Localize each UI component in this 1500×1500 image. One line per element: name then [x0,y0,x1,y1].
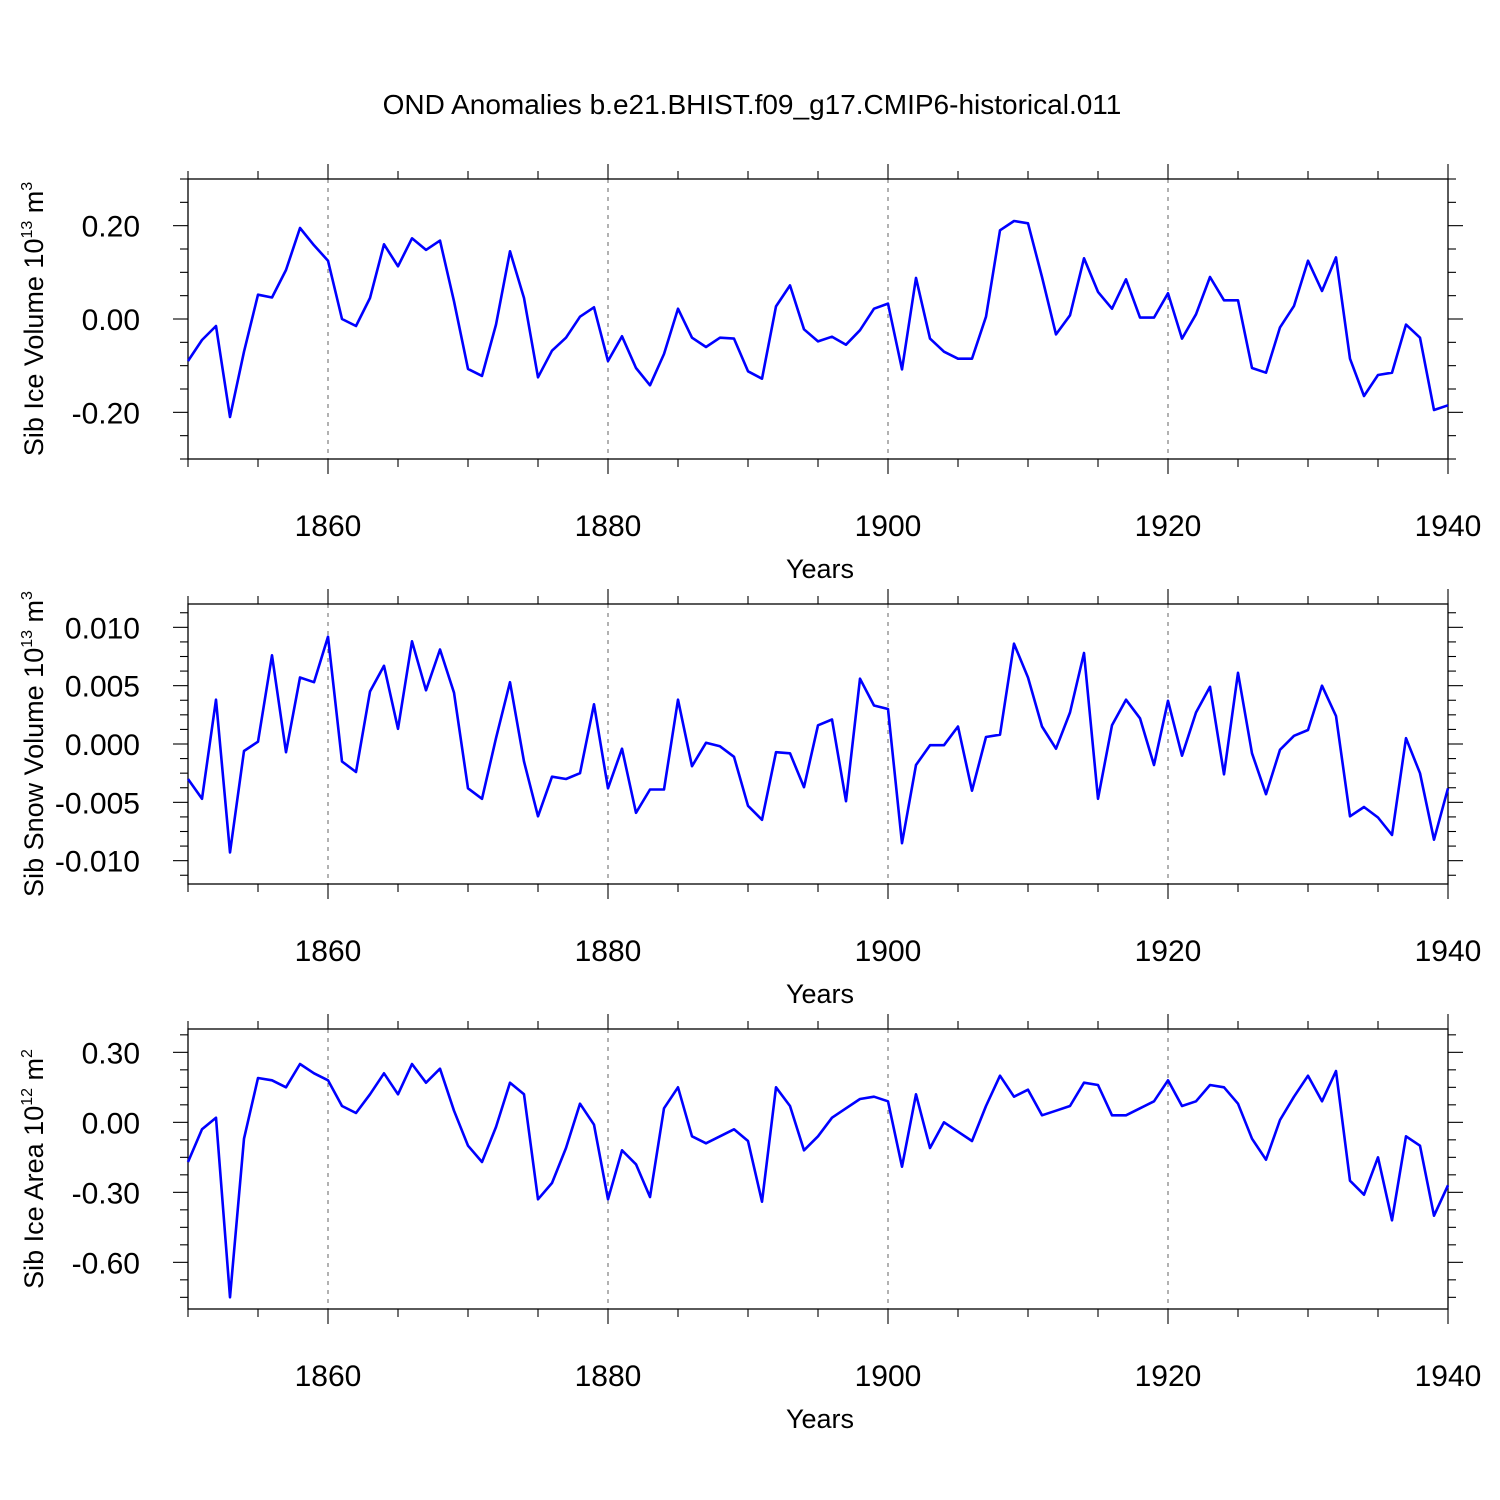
x-tick-label: 1900 [855,510,922,543]
chart-title: OND Anomalies b.e21.BHIST.f09_g17.CMIP6-… [383,89,1122,120]
series-line [186,635,1450,854]
x-tick-label: 1880 [575,510,642,543]
y-tick-label: -0.30 [72,1177,140,1210]
x-tick-label: 1860 [295,1360,362,1393]
panel-1: 0.20 0.00 -0.20 1860 1880 1900 1920 1940 Years Si… [19,164,1481,584]
y-axis-label-unit-exponent: 3 [19,591,36,600]
y-tick-label: 0.000 [65,729,140,762]
x-tick-label: 1940 [1415,935,1482,968]
y-axis-label: Sib Snow Volume 1013 m3 [19,591,49,897]
y-tick-label: -0.20 [72,397,140,430]
y-axis-label-exponent: 13 [19,221,36,239]
y-tick-label: -0.60 [72,1247,140,1280]
panels: 0.20 0.00 -0.20 1860 1880 1900 1920 1940 Years Si… [19,164,1481,1434]
plot-frame [187,178,1449,460]
y-axis-label-text: Sib Ice Area 10 [19,1106,49,1289]
y-tick-label: -0.005 [55,787,140,820]
y-axis-label: Sib Ice Volume 1013 m3 [19,182,49,456]
x-tick-label: 1880 [575,1360,642,1393]
plot-frame [187,1028,1449,1310]
panel-2: 0.010 0.005 0.000 -0.005 -0.010 1860 1880 1900 1… [19,589,1481,1009]
x-tick-label: 1940 [1415,510,1482,543]
x-tick-label: 1940 [1415,1360,1482,1393]
y-tick-label: 0.010 [65,612,140,645]
y-axis-label-exponent: 13 [19,630,36,648]
x-tick-label: 1900 [855,935,922,968]
y-axis-label-unit: m [19,1058,49,1088]
series-line [186,1062,1450,1299]
x-tick-label: 1860 [295,510,362,543]
x-tick-label: 1860 [295,935,362,968]
x-tick-label: 1900 [855,1360,922,1393]
y-tick-label: 0.20 [82,211,140,244]
y-axis-label-exponent: 12 [19,1088,36,1106]
y-tick-label: 0.00 [82,304,140,337]
panel-3: 0.30 0.00 -0.30 -0.60 1860 1880 1900 1920 1940 Ye… [19,1014,1481,1434]
y-tick-label: 0.005 [65,671,140,704]
x-tick-label: 1880 [575,935,642,968]
x-axis-label: Years [786,979,854,1009]
y-tick-label: 0.00 [82,1107,140,1140]
y-tick-label: 0.30 [82,1037,140,1070]
y-axis-label-unit-exponent: 2 [19,1049,36,1058]
x-axis-label: Years [786,554,854,584]
y-axis-label-unit: m [19,191,49,221]
y-axis-label-unit: m [19,600,49,630]
y-tick-label: -0.010 [55,846,140,879]
series-line [186,219,1449,419]
y-axis-label-text: Sib Ice Volume 10 [19,239,49,457]
plot-frame [187,603,1449,885]
x-tick-label: 1920 [1135,1360,1202,1393]
x-tick-label: 1920 [1135,935,1202,968]
y-axis-label-text: Sib Snow Volume 10 [19,648,49,897]
y-axis-label: Sib Ice Area 1012 m2 [19,1049,49,1289]
x-axis-label: Years [786,1404,854,1434]
y-axis-label-unit-exponent: 3 [19,182,36,191]
x-tick-label: 1920 [1135,510,1202,543]
